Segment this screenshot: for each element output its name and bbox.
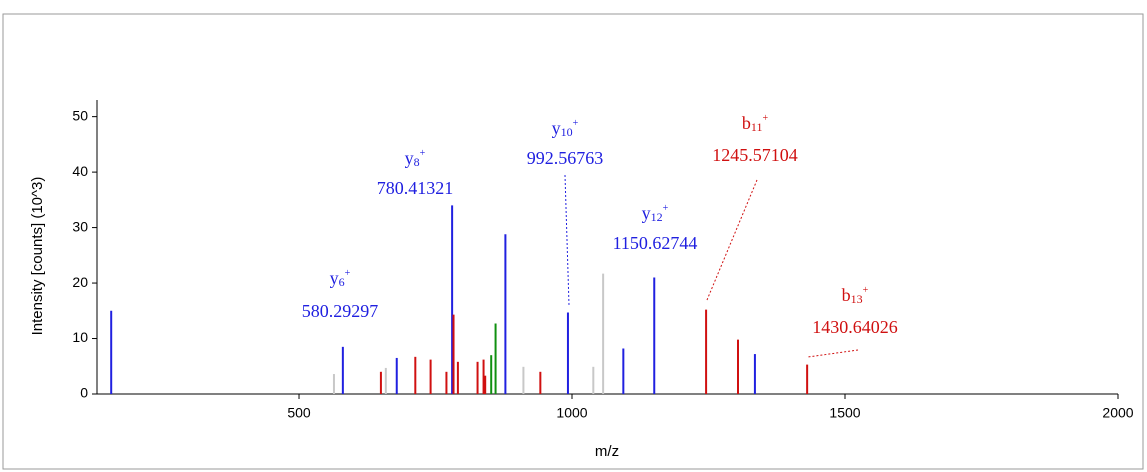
ion-number: 8: [414, 155, 420, 169]
ion-number: 6: [339, 275, 345, 289]
ion-number: 13: [851, 292, 863, 306]
ion-number: 11: [751, 120, 763, 134]
panel-border: [2, 13, 1144, 470]
ion-label: y10+: [552, 118, 579, 139]
ion-type: y: [642, 203, 651, 223]
mz-label: 1245.57104: [712, 145, 798, 165]
leader-line: [706, 179, 758, 301]
y-tick-label: 20: [72, 274, 88, 290]
ion-type: y: [405, 148, 414, 168]
ion-charge: +: [573, 118, 579, 129]
x-tick-label: 1500: [829, 405, 860, 421]
ion-label: b11+: [742, 113, 769, 134]
ion-label: y8+: [405, 148, 426, 169]
y-tick-label: 10: [72, 329, 88, 345]
mz-label: 580.29297: [302, 301, 379, 321]
y-tick-label: 40: [72, 163, 88, 179]
ion-label: y12+: [642, 203, 669, 224]
ion-label: b13+: [842, 285, 869, 306]
y-tick-label: 30: [72, 218, 88, 234]
mz-label: 992.56763: [527, 148, 604, 168]
x-tick-label: 500: [287, 405, 311, 421]
ion-charge: +: [663, 203, 669, 214]
ion-label: y6+: [330, 268, 351, 289]
ion-charge: +: [345, 268, 351, 279]
y-tick-label: 0: [80, 385, 88, 401]
ion-charge: +: [762, 113, 768, 124]
y-axis-label: Intensity [counts] (10^3): [29, 177, 46, 336]
y-tick-label: 50: [72, 107, 88, 123]
x-axis-label: m/z: [595, 443, 619, 460]
leader-line: [807, 349, 859, 358]
ion-charge: +: [863, 285, 869, 296]
leader-line: [564, 174, 570, 306]
x-tick-label: 2000: [1102, 405, 1133, 421]
ion-type: b: [742, 113, 751, 133]
mz-label: 1150.62744: [613, 233, 698, 253]
mz-label: 1430.64026: [812, 317, 898, 337]
mz-label: 780.41321: [377, 178, 454, 198]
ion-type: y: [552, 118, 561, 138]
ion-type: b: [842, 285, 851, 305]
ion-number: 10: [561, 125, 573, 139]
ion-charge: +: [420, 148, 426, 159]
ion-type: y: [330, 268, 339, 288]
x-tick-label: 1000: [556, 405, 587, 421]
ion-number: 12: [651, 210, 663, 224]
